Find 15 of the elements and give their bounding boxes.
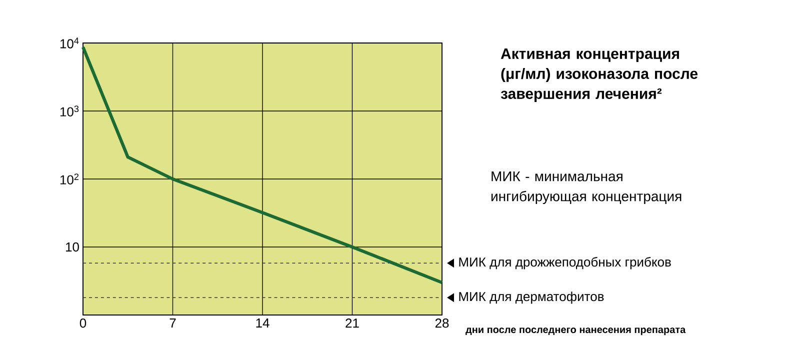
x-tick-label: 21 xyxy=(346,318,359,328)
y-tick-label: 10$^{2}$ xyxy=(60,174,79,184)
ref-line-label: МИК для дрожжеподобных грибков xyxy=(459,256,671,270)
x-tick-label: 7 xyxy=(170,318,176,328)
y-tick-label: 10 xyxy=(66,242,79,252)
line-series xyxy=(81,46,444,284)
x-tick-label: 0 xyxy=(80,318,86,328)
text: МИК - минимальная ингибирующая концентрация xyxy=(491,172,682,204)
y-tick-label: 10$^{3}$ xyxy=(60,106,79,116)
y-tick-label: 10$^{4}$ xyxy=(60,38,79,48)
x-tick-label: 14 xyxy=(256,318,270,328)
text: Активная концентрация (μг/мл) изоконазола после завершения лечения² xyxy=(500,48,698,102)
x-tick-label: 28 xyxy=(435,318,449,328)
ref-line-label: МИК для дерматофитов xyxy=(459,292,604,304)
x-axis-title: дни после последнего нанесения препарата xyxy=(466,328,686,336)
